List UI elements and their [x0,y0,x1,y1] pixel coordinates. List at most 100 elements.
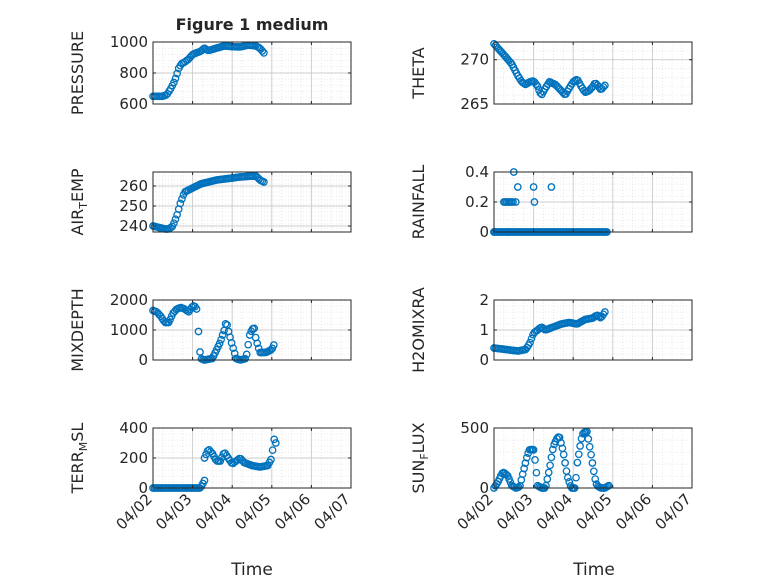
data-point [527,334,536,343]
data-point [173,69,181,78]
y-axis-label: RAINFALL [409,165,428,240]
data-point [585,442,594,451]
data-point [591,475,600,483]
data-point [511,198,520,206]
data-point [561,459,569,467]
data-point [227,339,236,347]
data-point [244,340,253,349]
data-point [215,339,224,348]
data-point [230,349,239,358]
data-point [260,178,268,186]
data-point [547,453,556,462]
y-axis-label: PRESSURE [68,31,87,115]
panel-1: 600 800 1000 PRESSURE [68,31,352,115]
panel-3: 240 250 260 AIRTEMP [68,168,352,236]
data-point [563,473,572,482]
y-tick-label: 0 [479,479,489,497]
y-tick-label: 0 [479,351,489,369]
data-point [269,341,278,349]
x-axis-label-left: Time [230,560,273,580]
y-tick-label: 0.2 [465,193,489,211]
data-point [253,339,262,348]
data-point [221,320,230,328]
panel-5: 0 1000 2000 MIXDEPTH [68,288,352,372]
data-point [565,478,574,486]
data-point [588,459,597,467]
data-point [587,450,595,459]
data-point [531,456,539,464]
y-tick-label: 800 [119,64,148,82]
axes-box [152,171,352,233]
data-point [548,445,557,454]
data-point [194,327,203,336]
y-tick-label: 260 [119,177,148,195]
y-axis-label: TERRMSL [68,423,90,495]
y-tick-label: 1000 [110,321,148,339]
panel-4: 0 0.2 0.4 RAINFALL [409,163,693,241]
data-point [267,455,275,464]
data-point [260,49,268,57]
data-point [521,459,530,467]
data-point [529,446,538,454]
y-tick-label: 0.4 [465,163,489,181]
data-point [573,458,582,467]
data-point [178,195,186,203]
y-tick-label: 2000 [110,291,148,309]
data-point [595,312,603,321]
y-tick-label: 1000 [110,33,148,51]
data-point [171,74,180,83]
y-axis-label: MIXDEPTH [68,288,87,371]
data-point [557,439,565,447]
y-axis-label: THETA [409,47,428,99]
data-point [514,483,523,491]
y-tick-label: 0 [138,351,148,369]
data-point [170,78,178,87]
y-axis-label: SUNFLUX [409,422,431,493]
data-point [233,455,242,464]
y-axis-label: H2OMIXRA [409,287,428,373]
data-point [530,198,539,206]
y-tick-label: 500 [460,419,489,437]
data-point [547,183,556,191]
data-point [196,348,204,356]
y-tick-label: 0 [479,223,489,241]
data-point [188,303,196,311]
data-point [576,442,584,450]
figure-title: Figure 1 medium [176,15,329,34]
y-tick-label: 250 [119,197,148,215]
data-point [555,433,564,442]
data-point [533,82,542,90]
data-point [229,344,238,353]
y-tick-label: 1 [479,321,489,339]
data-point [258,47,267,55]
data-point [217,335,225,344]
data-point [584,435,593,443]
data-point [589,467,598,476]
data-point [271,439,280,447]
data-point [546,461,554,470]
data-point [526,338,534,347]
data-point [532,80,540,88]
data-point [574,450,583,459]
x-axis-label-right: Time [572,560,615,580]
data-point [192,305,201,313]
y-tick-label: 400 [119,419,148,437]
y-tick-label: 600 [119,95,148,113]
data-point [242,350,251,359]
data-point [520,464,528,473]
data-point [218,331,227,339]
axes-box [493,427,693,489]
data-point [216,457,225,465]
data-point [572,473,580,482]
data-point [250,324,259,333]
data-point [270,435,279,444]
data-point [509,198,517,206]
y-tick-label: 265 [460,95,489,113]
data-point [268,446,277,455]
data-point [200,476,209,485]
data-point [601,308,609,316]
data-point [601,81,609,90]
panel-6: 0 1 2 H2OMIXRA [409,287,693,373]
y-tick-label: 270 [460,51,489,69]
data-point [559,450,568,459]
